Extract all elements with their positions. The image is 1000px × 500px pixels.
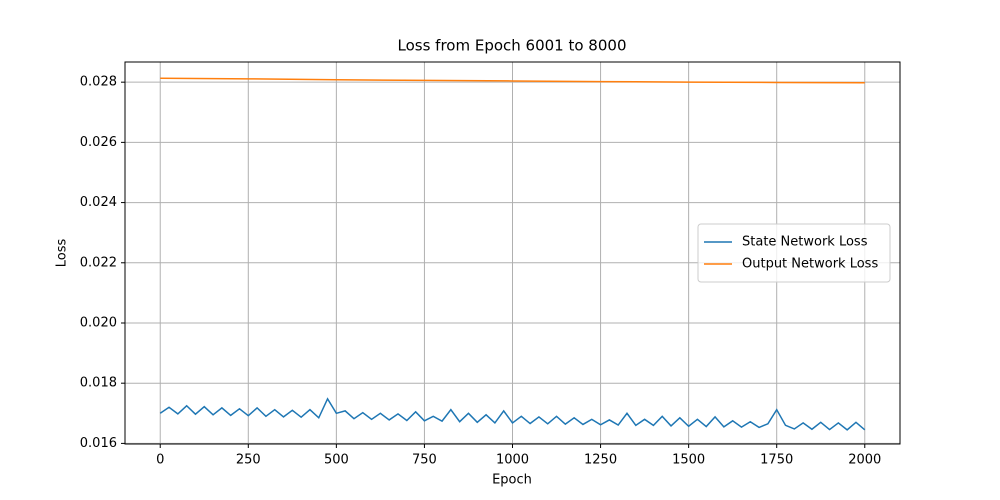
x-tick-label: 0	[156, 453, 164, 468]
plot-frame	[124, 61, 901, 445]
x-axis-label: Epoch	[492, 473, 532, 488]
x-tick-label: 1500	[672, 453, 705, 468]
legend-label: Output Network Loss	[742, 257, 878, 272]
y-tick-label: 0.022	[80, 255, 117, 270]
y-tick-label: 0.018	[80, 376, 117, 391]
y-tick-label: 0.028	[80, 75, 117, 90]
y-tick-label: 0.024	[80, 195, 117, 210]
series-line	[159, 397, 866, 431]
x-tick-label: 1000	[496, 453, 529, 468]
chart-title: Loss from Epoch 6001 to 8000	[398, 37, 627, 55]
x-tick-label: 2000	[848, 453, 881, 468]
x-tick-label: 250	[236, 453, 261, 468]
y-tick-label: 0.026	[80, 135, 117, 150]
series-line	[160, 77, 865, 84]
y-tick-label: 0.016	[80, 436, 117, 451]
x-tick-label: 500	[324, 453, 349, 468]
y-axis-label: Loss	[55, 239, 70, 268]
x-tick-label: 750	[412, 453, 437, 468]
legend-box	[697, 223, 891, 283]
x-tick-label: 1250	[584, 453, 617, 468]
x-tick-label: 1750	[760, 453, 793, 468]
y-tick-label: 0.020	[80, 315, 117, 330]
legend-label: State Network Loss	[742, 235, 868, 250]
